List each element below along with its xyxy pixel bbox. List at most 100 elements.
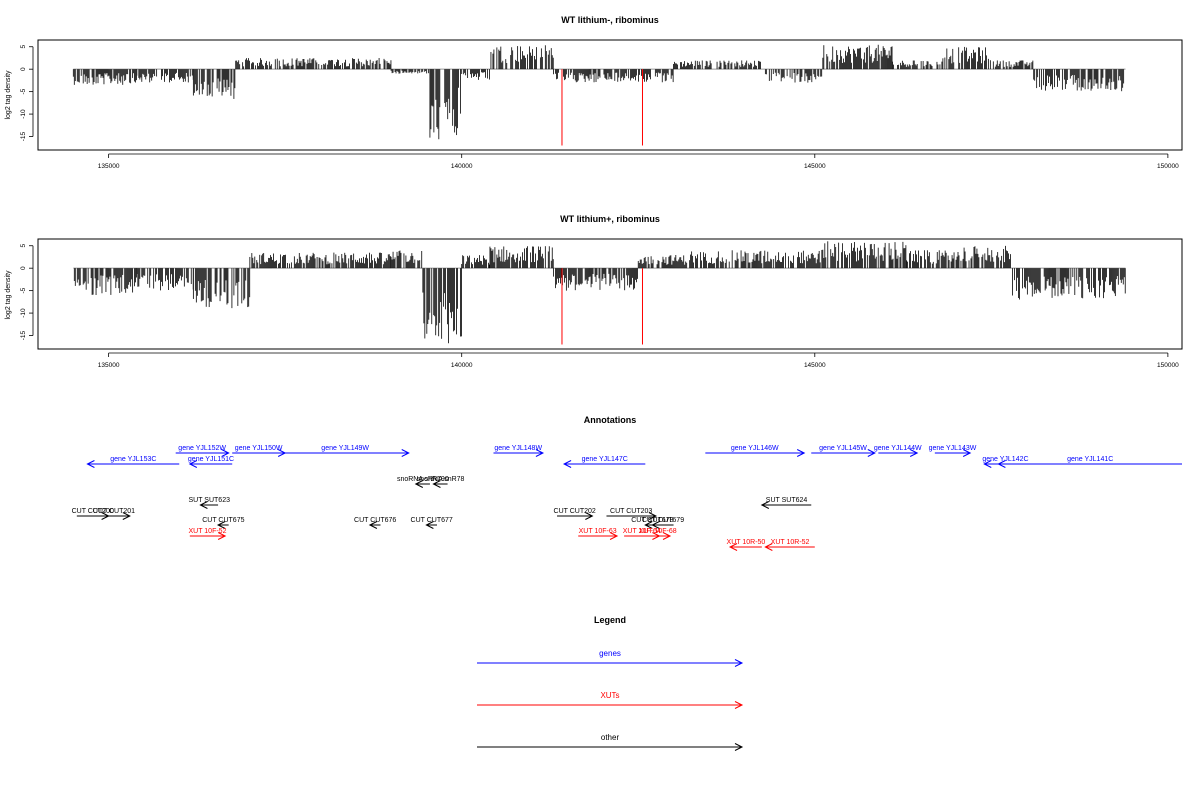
- feature-label: gene YJL150W: [235, 445, 283, 452]
- density-plot-lithium-plus: WT lithium+, ribominus log2 tag density …: [5, 214, 1183, 369]
- annotation-features: gene YJL152W gene YJL150W gene YJL149W gene…: [72, 445, 1182, 551]
- arrowhead-icon: [432, 480, 441, 488]
- x-axis: 135000 140000 145000 150000: [98, 153, 1179, 170]
- annotation-feature: CUT CUT679: [642, 517, 684, 529]
- arrowhead-icon: [734, 701, 744, 709]
- annotation-feature: CUT CUT676: [354, 517, 396, 529]
- annotation-feature: snoRNA snR78: [417, 476, 465, 488]
- annotation-feature: XUT 10R-50: [727, 539, 766, 551]
- annotation-feature: snoRNA snR190: [397, 476, 449, 488]
- feature-label: SUT SUT624: [766, 497, 808, 504]
- annotations-title: Annotations: [584, 415, 637, 425]
- y-tick-label: 5: [20, 45, 27, 49]
- arrowhead-icon: [764, 543, 773, 551]
- feature-label: gene YJL142C: [982, 456, 1028, 463]
- feature-label: gene YJL153C: [110, 456, 156, 463]
- annotation-feature: gene YJL143W: [929, 445, 977, 457]
- y-tick-label: 0: [20, 266, 27, 270]
- feature-label: XUT 10R-52: [771, 539, 810, 546]
- annotation-feature: CUT CUT201: [93, 508, 135, 520]
- legend: Legend genes XUTs other: [477, 615, 744, 751]
- feature-label: gene YJL143W: [929, 445, 977, 452]
- feature-label: snoRNA snR190: [397, 476, 449, 483]
- annotations-track: Annotations gene YJL152W gene YJL150W gene…: [72, 415, 1182, 551]
- arrowhead-icon: [909, 449, 919, 457]
- feature-label: snoRNA snR78: [417, 476, 465, 483]
- arrowhead-icon: [401, 449, 410, 457]
- arrowhead-icon: [368, 521, 378, 529]
- feature-label: XUT 10F-63: [579, 528, 617, 535]
- arrowhead-icon: [867, 449, 876, 457]
- y-tick-label: 5: [20, 244, 27, 248]
- y-tick-label: -5: [20, 287, 27, 293]
- feature-label: XUT 10R-50: [727, 539, 766, 546]
- arrowhead-icon: [728, 543, 738, 551]
- x-axis: 135000 140000 145000 150000: [98, 352, 1179, 369]
- feature-label: CUT CUT679: [642, 517, 684, 524]
- arrowhead-icon: [562, 460, 572, 468]
- feature-label: gene YJL152W: [178, 445, 226, 452]
- annotation-feature: SUT SUT623: [188, 497, 230, 509]
- feature-label: CUT CUT202: [554, 508, 596, 515]
- annotation-feature: XUT 10F-63: [578, 528, 619, 540]
- feature-label: XUT 10F-68: [639, 528, 677, 535]
- annotation-feature: CUT CUT203: [606, 508, 658, 520]
- x-tick-label: 135000: [98, 163, 120, 170]
- feature-label: gene YJL147C: [582, 456, 628, 463]
- arrowhead-icon: [535, 449, 545, 457]
- arrowhead-icon: [734, 743, 744, 751]
- annotation-feature: gene YJL145W: [811, 445, 876, 457]
- y-tick-label: 0: [20, 67, 27, 71]
- feature-label: gene YJL141C: [1067, 456, 1113, 463]
- feature-label: gene YJL148W: [494, 445, 542, 452]
- annotation-feature: XUT 10R-52: [764, 539, 815, 551]
- feature-label: CUT CUT200: [72, 508, 114, 515]
- arrowhead-icon: [983, 460, 992, 468]
- plot-frame: [37, 39, 1183, 151]
- arrowhead-icon: [585, 512, 594, 520]
- arrowhead-icon: [221, 449, 230, 457]
- legend-item-other: other: [477, 733, 744, 751]
- plot-title: WT lithium-, ribominus: [561, 15, 659, 25]
- y-tick-label: -5: [20, 88, 27, 94]
- y-axis-label: log2 tag density: [5, 70, 12, 120]
- feature-label: SUT SUT623: [188, 497, 230, 504]
- arrowhead-icon: [86, 460, 95, 468]
- x-tick-label: 135000: [98, 362, 120, 369]
- plot-title: WT lithium+, ribominus: [560, 214, 660, 224]
- arrowhead-icon: [609, 532, 619, 540]
- annotation-feature: CUT CUT675: [202, 517, 245, 529]
- arrowhead-icon: [651, 521, 660, 529]
- annotation-feature: XUT 10F-52: [188, 528, 227, 540]
- y-axis: 5 0 -5 -10 -15: [20, 45, 34, 141]
- feature-label: CUT CUT201: [93, 508, 135, 515]
- y-tick-label: -10: [20, 308, 27, 318]
- annotation-feature: gene YJL146W: [705, 445, 806, 457]
- annotation-feature: gene YJL147C: [562, 456, 646, 468]
- feature-label: CUT CUT675: [202, 517, 244, 524]
- annotation-feature: gene YJL152W: [175, 445, 230, 457]
- arrowhead-icon: [662, 532, 672, 540]
- arrowhead-icon: [199, 501, 208, 509]
- arrowhead-icon: [648, 512, 658, 520]
- feature-label: gene YJL151C: [188, 456, 234, 463]
- y-axis: 5 0 -5 -10 -15: [20, 244, 34, 340]
- x-tick-label: 145000: [804, 163, 826, 170]
- annotation-feature: gene YJL150W: [232, 445, 287, 457]
- x-tick-label: 140000: [451, 163, 473, 170]
- legend-title: Legend: [594, 615, 626, 625]
- density-bars: [73, 241, 1126, 344]
- annotation-feature: gene YJL148W: [493, 445, 545, 457]
- legend-item-xuts: XUTs: [477, 691, 744, 709]
- annotation-feature: SUT SUT624: [760, 497, 812, 509]
- y-tick-label: -15: [20, 330, 27, 340]
- arrowhead-icon: [188, 460, 198, 468]
- arrowhead-icon: [425, 521, 434, 529]
- feature-label: gene YJL145W: [819, 445, 867, 452]
- annotation-feature: XUT 10F-68: [639, 528, 677, 540]
- feature-label: CUT CUT203: [610, 508, 652, 515]
- annotation-feature: gene YJL141C: [997, 456, 1182, 468]
- arrowhead-icon: [216, 521, 226, 529]
- x-tick-label: 150000: [1157, 163, 1179, 170]
